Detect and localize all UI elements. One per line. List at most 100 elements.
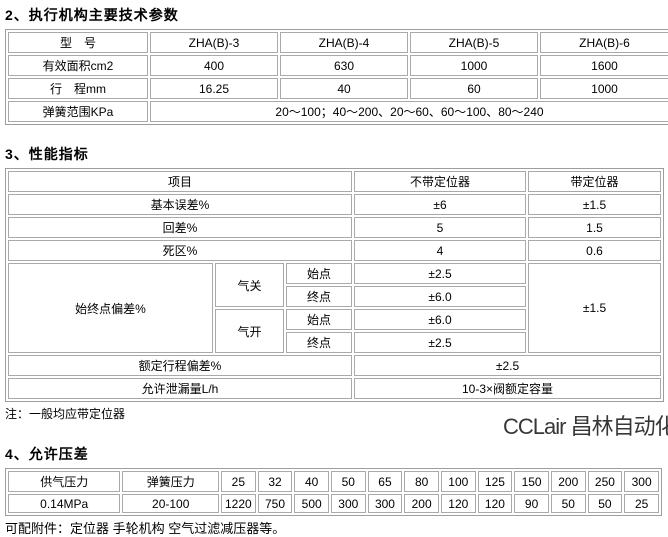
table-row: 死区% 4 0.6 (8, 240, 661, 261)
area-cell: 1600 (540, 55, 668, 76)
row-label-hysteresis: 回差% (8, 217, 352, 238)
mode-air-open: 气开 (215, 309, 284, 353)
mode-air-close: 气关 (215, 263, 284, 307)
spring-range-cell: 20～100；40～200、20～60、60～100、80～240 (150, 101, 668, 122)
pressure-cell: 300 (367, 494, 403, 513)
table-row: 行 程mm 16.25 40 60 1000 (8, 78, 668, 99)
value-cell: ±6.0 (354, 309, 526, 330)
actuator-params-table: 型 号 ZHA(B)-3 ZHA(B)-4 ZHA(B)-5 ZHA(B)-6 … (5, 29, 668, 125)
model-cell: ZHA(B)-5 (410, 32, 538, 53)
pressure-cell: 120 (477, 494, 513, 513)
pressure-cell: 750 (257, 494, 293, 513)
row-label-deadband: 死区% (8, 240, 352, 261)
stroke-cell: 16.25 (150, 78, 278, 99)
size-header: 50 (330, 471, 366, 492)
value-cell: ±1.5 (528, 194, 661, 215)
table-row: 始终点偏差% 气关 始点 ±2.5 ±1.5 (8, 263, 661, 353)
watermark: CCLair 昌林自动化 (503, 414, 668, 439)
pressure-cell: 300 (330, 494, 366, 513)
pressure-cell: 50 (550, 494, 586, 513)
value-cell: ±2.5 (354, 263, 526, 284)
stroke-cell: 60 (410, 78, 538, 99)
header-supply-pressure: 供气压力 (8, 471, 121, 492)
model-cell: ZHA(B)-4 (280, 32, 408, 53)
table-row: 弹簧范围KPa 20～100；40～200、20～60、60～100、80～24… (8, 101, 668, 122)
value-cell: 1.5 (528, 217, 661, 238)
point-end: 终点 (286, 332, 352, 353)
supply-pressure-value: 0.14MPa (8, 494, 121, 513)
area-cell: 400 (150, 55, 278, 76)
value-cell: ±2.5 (354, 332, 526, 353)
section-actuator-params: 2、执行机构主要技术参数 型 号 ZHA(B)-3 ZHA(B)-4 ZHA(B… (5, 5, 668, 125)
model-cell: ZHA(B)-3 (150, 32, 278, 53)
table-row: 终点 ±2.5 (8, 332, 661, 353)
header-spring-pressure: 弹簧压力 (122, 471, 220, 492)
row-label-endpoint-deviation: 始终点偏差% (8, 263, 213, 353)
section-pressure: 4、允许压差 供气压力 弹簧压力 25 32 40 50 65 80 100 1… (5, 444, 663, 537)
table-row: 供气压力 弹簧压力 25 32 40 50 65 80 100 125 150 … (8, 471, 659, 492)
row-label-model: 型 号 (8, 32, 148, 53)
performance-table: 项目 不带定位器 带定位器 基本误差% ±6 ±1.5 回差% 5 1.5 死区… (5, 168, 664, 402)
row-label-basic-error: 基本误差% (8, 194, 352, 215)
pressure-cell: 200 (404, 494, 439, 513)
stroke-cell: 40 (280, 78, 408, 99)
section-2-title: 2、执行机构主要技术参数 (5, 7, 179, 23)
table-row: 基本误差% ±6 ±1.5 (8, 194, 661, 215)
size-header: 100 (440, 471, 476, 492)
accessories-note: 可配附件：定位器 手轮机构 空气过滤减压器等。 (5, 521, 286, 536)
size-header: 125 (477, 471, 513, 492)
table-row: 型 号 ZHA(B)-3 ZHA(B)-4 ZHA(B)-5 ZHA(B)-6 (8, 32, 668, 53)
area-cell: 630 (280, 55, 408, 76)
size-header: 25 (221, 471, 256, 492)
table-row: 0.14MPa 20-100 1220 750 500 300 300 200 … (8, 494, 659, 513)
row-label-spring-range: 弹簧范围KPa (8, 101, 148, 122)
size-header: 32 (257, 471, 293, 492)
section-3-title: 3、性能指标 (5, 146, 89, 162)
table-row: 回差% 5 1.5 (8, 217, 661, 238)
size-header: 250 (587, 471, 623, 492)
section-4-title: 4、允许压差 (5, 446, 89, 462)
value-cell: ±2.5 (354, 355, 661, 376)
positioner-note: 注：一般均应带定位器 (5, 407, 126, 421)
value-cell: 4 (354, 240, 526, 261)
size-header: 65 (367, 471, 403, 492)
table-row: 终点 ±6.0 (8, 286, 661, 307)
section-performance: 3、性能指标 项目 不带定位器 带定位器 基本误差% ±6 ±1.5 回差% 5… (5, 144, 664, 422)
pressure-cell: 500 (294, 494, 329, 513)
size-header: 80 (404, 471, 439, 492)
spring-pressure-value: 20-100 (122, 494, 220, 513)
header-without-positioner: 不带定位器 (354, 171, 526, 192)
row-label-effective-area: 有效面积cm2 (8, 55, 148, 76)
pressure-cell: 50 (587, 494, 623, 513)
pressure-cell: 90 (514, 494, 549, 513)
spacer (5, 125, 663, 143)
row-label-stroke: 行 程mm (8, 78, 148, 99)
size-header: 40 (294, 471, 329, 492)
size-header: 150 (514, 471, 549, 492)
row-label-rated-travel-deviation: 额定行程偏差% (8, 355, 352, 376)
table-row: 额定行程偏差% ±2.5 (8, 355, 661, 376)
area-cell: 1000 (410, 55, 538, 76)
model-cell: ZHA(B)-6 (540, 32, 668, 53)
size-header: 200 (550, 471, 586, 492)
value-cell: 10-3×阀额定容量 (354, 378, 661, 399)
value-cell: 0.6 (528, 240, 661, 261)
size-header: 300 (624, 471, 659, 492)
header-with-positioner: 带定位器 (528, 171, 661, 192)
pressure-table: 供气压力 弹簧压力 25 32 40 50 65 80 100 125 150 … (5, 468, 662, 516)
table-row: 允许泄漏量L/h 10-3×阀额定容量 (8, 378, 661, 399)
value-with-positioner: ±1.5 (528, 263, 661, 353)
pressure-cell: 1220 (221, 494, 256, 513)
row-label-leakage: 允许泄漏量L/h (8, 378, 352, 399)
point-end: 终点 (286, 286, 352, 307)
point-start: 始点 (286, 263, 352, 284)
table-row: 有效面积cm2 400 630 1000 1600 (8, 55, 668, 76)
table-row: 气开 始点 ±6.0 (8, 309, 661, 353)
pressure-cell: 25 (624, 494, 659, 513)
value-cell: ±6 (354, 194, 526, 215)
value-cell: ±6.0 (354, 286, 526, 307)
stroke-cell: 1000 (540, 78, 668, 99)
header-item: 项目 (8, 171, 352, 192)
point-start: 始点 (286, 309, 352, 330)
pressure-cell: 120 (440, 494, 476, 513)
